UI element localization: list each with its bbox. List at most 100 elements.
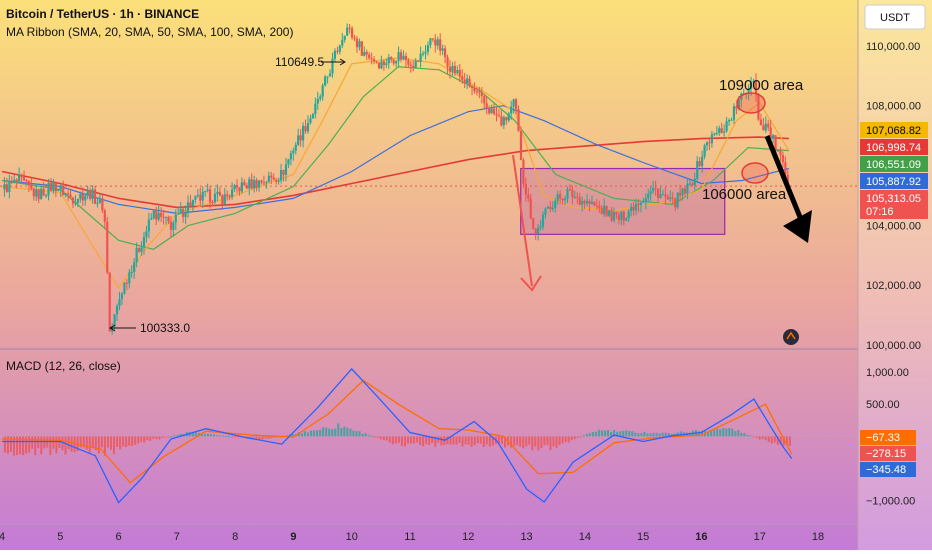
macd-histogram-bar bbox=[397, 436, 400, 443]
macd-histogram-bar bbox=[358, 430, 361, 437]
candle-body bbox=[390, 57, 393, 60]
macd-histogram-bar bbox=[619, 431, 622, 437]
macd-histogram-bar bbox=[149, 436, 152, 441]
candle-body bbox=[703, 145, 706, 157]
candle-body bbox=[240, 182, 244, 192]
macd-histogram-bar bbox=[25, 436, 28, 454]
candle-body bbox=[206, 189, 209, 191]
macd-histogram-bar bbox=[152, 436, 155, 440]
tradingview-logo-icon bbox=[783, 329, 799, 345]
macd-histogram-bar bbox=[234, 436, 237, 438]
candle-body bbox=[306, 123, 310, 132]
candle-body bbox=[561, 198, 564, 201]
candle-body bbox=[218, 191, 221, 196]
candle-body bbox=[96, 203, 99, 205]
candle-body bbox=[581, 200, 584, 205]
candle-body bbox=[331, 58, 334, 74]
currency-button-bg[interactable] bbox=[864, 4, 926, 30]
macd-histogram-bar bbox=[82, 436, 85, 448]
candle-body bbox=[676, 192, 679, 208]
candle-body bbox=[661, 194, 665, 196]
candle-body bbox=[118, 299, 121, 307]
candle-body bbox=[368, 54, 371, 59]
candle-body bbox=[529, 198, 532, 219]
candle-body bbox=[652, 188, 655, 192]
candle-body bbox=[191, 199, 195, 207]
candle-body bbox=[426, 45, 430, 52]
candle-body bbox=[708, 142, 711, 144]
candle-body bbox=[468, 78, 471, 87]
macd-histogram-bar bbox=[743, 432, 746, 437]
macd-histogram-bar bbox=[528, 436, 531, 445]
indicator-label[interactable]: MA Ribbon (SMA, 20, SMA, 50, SMA, 100, S… bbox=[6, 25, 293, 39]
candle-body bbox=[98, 198, 102, 204]
macd-histogram-bar bbox=[146, 436, 149, 441]
candle-body bbox=[358, 41, 361, 48]
candle-body bbox=[189, 202, 192, 207]
candle-body bbox=[25, 180, 28, 182]
macd-histogram-bar bbox=[158, 436, 161, 440]
macd-histogram-bar bbox=[776, 436, 779, 445]
candle-body bbox=[208, 189, 212, 203]
candle-body bbox=[18, 174, 21, 182]
red-down-arrow-shaft bbox=[512, 154, 533, 287]
candle-body bbox=[299, 135, 302, 141]
candle-body bbox=[201, 191, 204, 201]
candle-body bbox=[172, 222, 175, 230]
candle-body bbox=[705, 142, 709, 146]
candle-body bbox=[654, 188, 657, 190]
currency-button-label[interactable]: USDT bbox=[880, 12, 910, 24]
candle-body bbox=[157, 212, 160, 220]
candle-body bbox=[698, 161, 701, 167]
macd-histogram-bar bbox=[161, 436, 164, 438]
chart-title: Bitcoin / TetherUS · 1h · BINANCE bbox=[6, 7, 199, 21]
time-tick-label: 6 bbox=[116, 531, 122, 543]
candle-body bbox=[458, 70, 461, 77]
macd-histogram-bar bbox=[216, 435, 219, 437]
time-tick-label: 15 bbox=[637, 531, 649, 543]
candle-body bbox=[647, 193, 650, 199]
macd-histogram-bar bbox=[461, 436, 464, 447]
candle-body bbox=[265, 182, 268, 184]
macd-histogram-bar bbox=[61, 436, 64, 451]
macd-histogram-bar bbox=[106, 436, 109, 448]
macd-histogram-bar bbox=[167, 436, 170, 438]
candle-body bbox=[713, 133, 716, 135]
candle-body bbox=[615, 212, 618, 215]
candle-body bbox=[346, 27, 349, 36]
macd-histogram-bar bbox=[716, 428, 719, 437]
candle-body bbox=[350, 28, 354, 38]
macd-histogram-bar bbox=[131, 436, 134, 447]
candle-body bbox=[424, 51, 427, 54]
macd-histogram-bar bbox=[319, 429, 322, 437]
currency-button[interactable]: USDT bbox=[864, 4, 926, 30]
macd-histogram-bar bbox=[255, 436, 258, 439]
macd-histogram-bar bbox=[510, 436, 513, 448]
candle-body bbox=[559, 194, 562, 199]
time-tick-label: 5 bbox=[57, 531, 63, 543]
candle-body bbox=[715, 133, 718, 135]
macd-histogram-bar bbox=[128, 436, 131, 446]
macd-histogram-bar bbox=[116, 436, 119, 447]
macd-histogram-bar bbox=[64, 436, 67, 455]
candle-body bbox=[103, 210, 106, 222]
candle-body bbox=[502, 117, 505, 126]
candle-body bbox=[319, 96, 322, 99]
candle-body bbox=[483, 96, 486, 104]
time-tick-label: 10 bbox=[346, 531, 358, 543]
macd-histogram-bar bbox=[322, 427, 325, 437]
time-tick-label: 14 bbox=[579, 531, 591, 543]
candle-body bbox=[456, 70, 459, 74]
macd-histogram-bar bbox=[555, 436, 558, 448]
candle-body bbox=[399, 52, 403, 60]
candle-body bbox=[133, 262, 136, 272]
candle-body bbox=[348, 27, 351, 29]
candle-body bbox=[155, 210, 158, 220]
macd-histogram-bar bbox=[403, 436, 406, 447]
candle-body bbox=[497, 115, 501, 117]
macd-title[interactable]: MACD (12, 26, close) bbox=[6, 359, 121, 373]
candle-body bbox=[336, 50, 339, 52]
candle-body bbox=[519, 130, 523, 160]
